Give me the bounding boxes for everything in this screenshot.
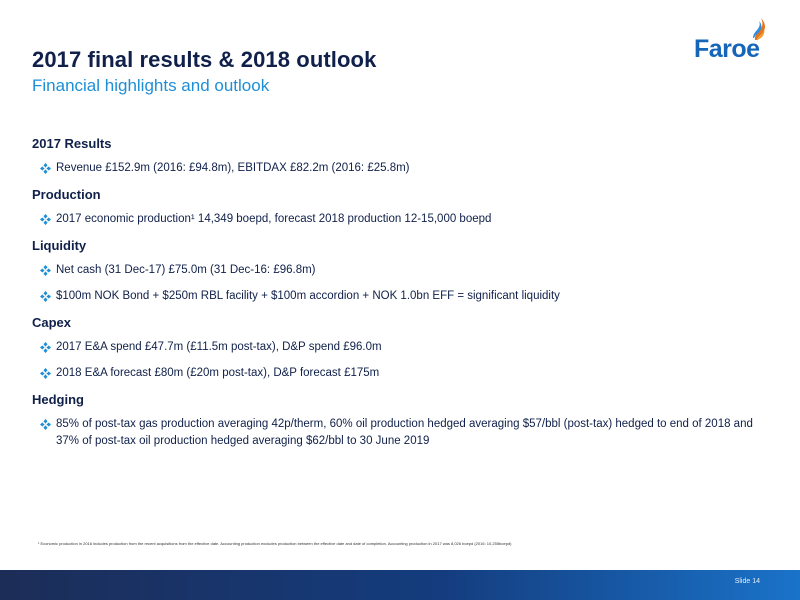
four-diamond-bullet-icon [40,419,51,430]
flame-logo-icon [753,18,765,41]
four-diamond-bullet-icon [40,163,51,174]
section-heading: Hedging [32,392,84,407]
section-production: Production 2017 economic production¹ 14,… [32,187,772,228]
section-heading: Capex [32,315,72,330]
footer-bar: Slide 14 [0,570,800,600]
bullet-text: $100m NOK Bond + $250m RBL facility + $1… [56,290,560,302]
bullet-item: Revenue £152.9m (2016: £94.8m), EBITDAX … [32,160,772,177]
logo-text: Faroe [694,35,760,63]
section-liquidity: Liquidity Net cash (31 Dec-17) £75.0m (3… [32,238,772,305]
bullet-text: 2017 economic production¹ 14,349 boepd, … [56,213,492,225]
four-diamond-bullet-icon [40,214,51,225]
bullet-text: 2017 E&A spend £47.7m (£11.5m post-tax),… [56,341,382,353]
bullet-text: 85% of post-tax gas production averaging… [56,418,753,447]
four-diamond-bullet-icon [40,265,51,276]
bullet-text: Revenue £152.9m (2016: £94.8m), EBITDAX … [56,162,410,174]
bullet-item: 2018 E&A forecast £80m (£20m post-tax), … [32,365,772,382]
section-2017-results: 2017 Results Revenue £152.9m (2016: £94.… [32,136,772,177]
bullet-text: 2018 E&A forecast £80m (£20m post-tax), … [56,367,380,379]
bullet-item: Net cash (31 Dec-17) £75.0m (31 Dec-16: … [32,262,772,279]
section-heading: Production [32,187,101,202]
bullet-item: 2017 E&A spend £47.7m (£11.5m post-tax),… [32,339,772,356]
highlights-content: 2017 Results Revenue £152.9m (2016: £94.… [32,136,772,460]
section-capex: Capex 2017 E&A spend £47.7m (£11.5m post… [32,315,772,382]
page-title: 2017 final results & 2018 outlook [32,47,377,72]
bullet-item: $100m NOK Bond + $250m RBL facility + $1… [32,288,772,305]
four-diamond-bullet-icon [40,368,51,379]
bullet-item: 2017 economic production¹ 14,349 boepd, … [32,211,772,228]
four-diamond-bullet-icon [40,291,51,302]
section-hedging: Hedging 85% of post-tax gas production a… [32,392,772,450]
section-heading: 2017 Results [32,136,112,151]
bullet-item: 85% of post-tax gas production averaging… [32,416,772,450]
company-logo: Faroe [690,18,770,64]
page-subtitle: Financial highlights and outlook [32,76,270,95]
four-diamond-bullet-icon [40,342,51,353]
section-heading: Liquidity [32,238,87,253]
slide-number: Slide 14 [734,578,760,585]
footnote: ¹ Economic production in 2016 includes p… [38,541,512,546]
bullet-text: Net cash (31 Dec-17) £75.0m (31 Dec-16: … [56,264,316,276]
